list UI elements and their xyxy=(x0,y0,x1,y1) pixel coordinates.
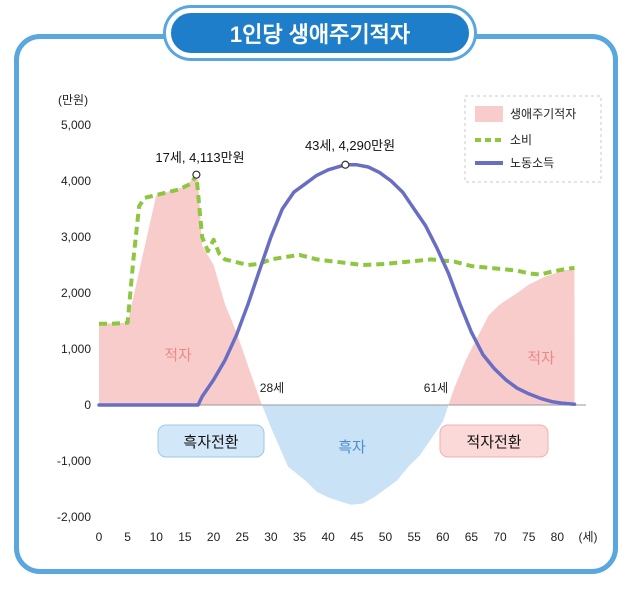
x-tick-label: 60 xyxy=(436,530,450,544)
x-tick-label: 5 xyxy=(124,530,131,544)
surplus-area xyxy=(99,405,575,505)
callout-to-deficit-box xyxy=(439,424,549,458)
x-tick-label: 65 xyxy=(465,530,479,544)
callout-to-deficit: 적자전환 xyxy=(439,424,549,458)
x-tick-label: 80 xyxy=(551,530,565,544)
legend-label-income: 노동소득 xyxy=(510,156,554,170)
annotation-deficit-left: 적자 xyxy=(164,347,192,364)
annotation-cross-61: 61세 xyxy=(424,381,448,395)
page-title: 1인당 생애주기적자 xyxy=(166,8,474,58)
x-tick-label: 30 xyxy=(264,530,278,544)
x-tick-label: 50 xyxy=(379,530,393,544)
labor-income-line xyxy=(97,163,577,407)
x-tick-label: 20 xyxy=(207,530,221,544)
annotation-peak-income: 43세, 4,290만원 xyxy=(305,138,395,153)
x-tick-label: 45 xyxy=(350,530,364,544)
y-tick-label: 5,000 xyxy=(61,118,91,132)
x-tick-label: 40 xyxy=(321,530,335,544)
x-tick-label: 25 xyxy=(236,530,250,544)
x-tick-label: 35 xyxy=(293,530,307,544)
x-axis-unit: (세) xyxy=(578,530,597,544)
deficit-area xyxy=(99,175,575,405)
legend: 생애주기적자 소비 노동소득 xyxy=(464,95,602,183)
peak-consumption-marker xyxy=(192,170,201,179)
y-tick-label: 0 xyxy=(84,398,91,412)
y-tick-label: 2,000 xyxy=(61,286,91,300)
y-axis-unit: (만원) xyxy=(58,93,88,107)
x-tick-label: 75 xyxy=(522,530,536,544)
legend-swatch-deficit xyxy=(475,106,503,122)
x-tick-label: 0 xyxy=(96,530,103,544)
annotation-peak-consumption: 17세, 4,113만원 xyxy=(155,150,244,165)
consumption-line xyxy=(99,173,575,326)
annotation-deficit-right: 적자 xyxy=(527,350,555,367)
y-tick-label: -1,000 xyxy=(57,454,91,468)
x-tick-label: 10 xyxy=(150,530,164,544)
callout-to-surplus-label: 흑자전환 xyxy=(183,433,238,451)
annotation-cross-28: 28세 xyxy=(260,381,284,395)
y-tick-label: 4,000 xyxy=(61,174,91,188)
peak-income-marker xyxy=(341,160,350,169)
callout-to-surplus: 흑자전환 xyxy=(157,424,265,458)
legend-label-deficit: 생애주기적자 xyxy=(510,107,576,121)
annotation-surplus: 흑자 xyxy=(338,438,366,456)
x-tick-label: 70 xyxy=(493,530,507,544)
callout-to-surplus-box xyxy=(157,424,265,458)
y-tick-label: -2,000 xyxy=(57,510,91,524)
legend-label-consumption: 소비 xyxy=(510,133,532,147)
x-tick-label: 55 xyxy=(407,530,421,544)
x-tick-label: 15 xyxy=(178,530,192,544)
y-tick-label: 3,000 xyxy=(61,230,91,244)
callout-to-deficit-label: 적자전환 xyxy=(466,434,521,451)
y-tick-label: 1,000 xyxy=(61,342,91,356)
